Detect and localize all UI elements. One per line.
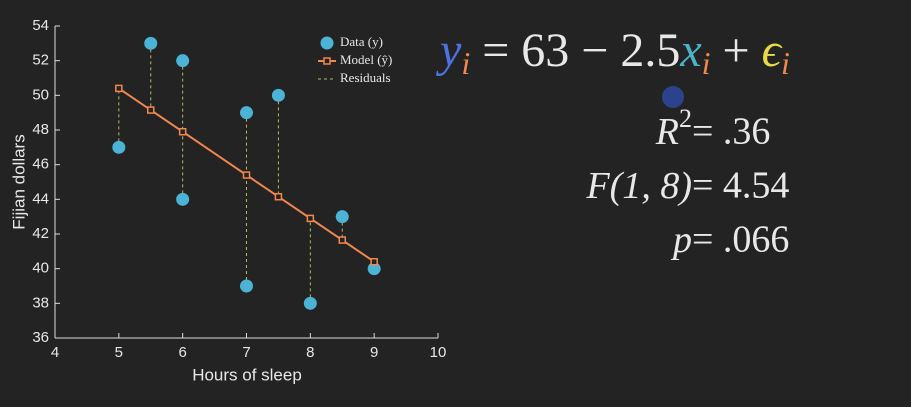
data-point xyxy=(144,36,158,50)
x-tick-label: 8 xyxy=(306,344,314,361)
data-point xyxy=(112,140,126,154)
data-point xyxy=(303,296,317,310)
y-tick-label: 48 xyxy=(32,121,49,138)
legend-marker xyxy=(323,57,331,65)
legend-label: Model (ŷ) xyxy=(340,52,392,67)
eq-x: x xyxy=(679,24,701,77)
eq-text: + xyxy=(711,24,762,77)
y-tick-label: 50 xyxy=(32,86,49,103)
data-point xyxy=(176,192,190,206)
data-point xyxy=(240,279,253,293)
legend-marker xyxy=(320,36,334,50)
stat-rhs: = .066 xyxy=(692,219,789,261)
data-point xyxy=(176,54,190,68)
stat-rhs: = .36 xyxy=(692,111,770,153)
x-tick-label: 7 xyxy=(242,344,250,361)
y-tick-label: 54 xyxy=(32,17,49,34)
y-axis-label: Fijian dollars xyxy=(9,134,28,229)
x-axis-label: Hours of sleep xyxy=(192,365,302,384)
stat-symbol: p xyxy=(670,219,692,261)
eq-sub: i xyxy=(781,45,790,81)
eq-y: y xyxy=(435,24,462,77)
model-marker xyxy=(147,106,155,114)
y-tick-label: 46 xyxy=(32,156,49,173)
x-tick-label: 4 xyxy=(51,344,59,361)
stat-lhs: R2 xyxy=(655,104,692,153)
model-marker xyxy=(306,214,315,223)
stat-rhs: = 4.54 xyxy=(692,165,789,207)
data-point xyxy=(240,106,253,120)
equation: yi = 63 − 2.5xi + ϵi xyxy=(435,24,790,81)
stat-lhs: p xyxy=(670,219,692,261)
stats: R2 = .36F(1, 8) = 4.54p = .066 xyxy=(585,104,789,261)
model-marker xyxy=(370,257,378,266)
y-tick-label: 44 xyxy=(32,190,49,207)
y-tick-label: 40 xyxy=(32,260,49,277)
data-point xyxy=(271,88,285,102)
legend-label: Residuals xyxy=(340,70,391,85)
model-line xyxy=(118,87,375,263)
stat-symbol: R xyxy=(655,111,679,153)
x-tick-label: 10 xyxy=(430,344,447,361)
eq-sub: i xyxy=(461,45,470,81)
model-marker xyxy=(338,236,346,244)
y-tick-label: 42 xyxy=(32,225,49,242)
eq-epsilon: ϵ xyxy=(762,24,783,77)
eq-sub: i xyxy=(702,45,711,81)
model-marker xyxy=(274,192,283,201)
x-tick-label: 6 xyxy=(178,344,186,361)
y-tick-label: 52 xyxy=(32,52,49,69)
data-point xyxy=(335,210,349,224)
x-tick-label: 9 xyxy=(370,344,378,361)
x-tick-label: 5 xyxy=(115,344,123,361)
eq-text: = 63 − 2.5 xyxy=(470,24,680,77)
cursor xyxy=(662,86,684,108)
y-tick-label: 36 xyxy=(32,329,49,346)
y-tick-label: 38 xyxy=(32,294,49,311)
legend-label: Data (y) xyxy=(340,34,383,49)
model-marker xyxy=(178,127,187,136)
stat-power: 2 xyxy=(679,104,692,133)
model-marker xyxy=(115,84,123,93)
stat-lhs: F(1, 8) xyxy=(585,165,692,207)
stat-symbol: F(1, 8) xyxy=(585,165,692,207)
model-marker xyxy=(242,171,251,179)
